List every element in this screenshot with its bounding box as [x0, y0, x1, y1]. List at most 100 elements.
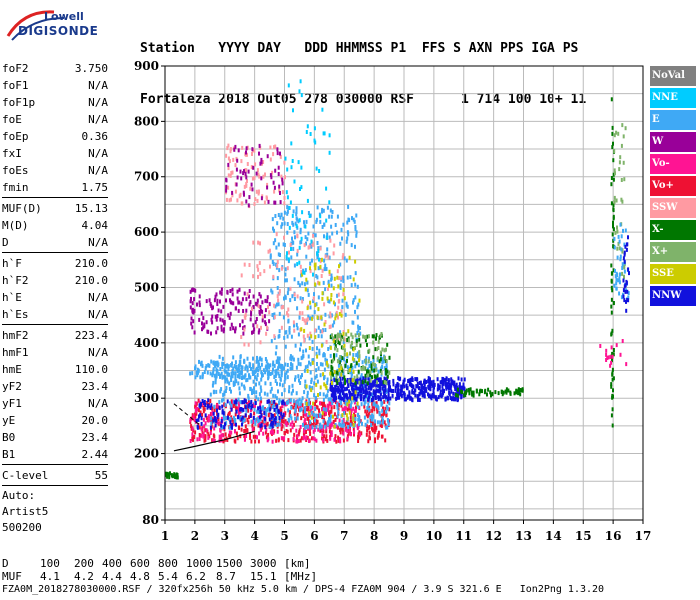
echo-point-ssw — [240, 273, 243, 278]
echo-point-e — [309, 316, 312, 321]
echo-point-e — [294, 221, 297, 226]
echo-point-vo- — [309, 422, 312, 427]
echo-point-x- — [505, 390, 508, 395]
echo-point-e — [253, 390, 255, 395]
distance-row-value: [km] — [284, 557, 311, 570]
echo-point-e — [253, 407, 256, 412]
echo-point-ssw — [303, 243, 306, 248]
echo-point-e — [299, 240, 302, 245]
echo-point-e — [212, 360, 215, 365]
echo-point-nnw — [403, 392, 406, 397]
echo-point-nnw — [406, 395, 409, 400]
echo-point-e — [208, 363, 211, 368]
echo-point-x- — [611, 351, 614, 356]
echo-point-nnw — [339, 384, 342, 389]
echo-point-e — [222, 414, 225, 419]
echo-point-vo- — [611, 354, 614, 359]
echo-point-nne — [298, 89, 301, 94]
echo-point-e — [307, 424, 310, 429]
echo-point-vo- — [367, 426, 370, 431]
echo-point-nnw — [339, 379, 342, 384]
echo-point-x- — [357, 369, 360, 374]
echo-point-e — [381, 360, 384, 365]
echo-point-vo- — [193, 418, 196, 422]
echo-point-e — [354, 227, 357, 232]
echo-point-nnw — [458, 385, 461, 390]
echo-point-nnw — [244, 413, 247, 418]
echo-point-e — [349, 403, 352, 408]
echo-point-e — [226, 379, 229, 384]
echo-point-x- — [617, 241, 620, 246]
echo-point-nnw — [332, 394, 335, 399]
echo-point-vo- — [366, 414, 369, 419]
echo-point-w — [229, 311, 232, 316]
echo-point-vo- — [189, 439, 192, 443]
echo-point-e — [314, 375, 317, 380]
echo-point-vo- — [315, 438, 318, 443]
echo-point-vo- — [202, 431, 205, 436]
echo-point-vo- — [237, 425, 240, 430]
echo-point-e — [300, 399, 303, 404]
echo-point-nnw — [439, 389, 442, 394]
echo-point-e — [239, 355, 242, 360]
echo-point-vo- — [305, 435, 308, 440]
echo-point-e — [289, 298, 292, 303]
echo-point-nnw — [435, 396, 438, 401]
echo-point-e — [214, 376, 217, 380]
echo-point-x- — [611, 271, 614, 276]
echo-point-w — [237, 148, 240, 153]
echo-point-vo- — [302, 435, 305, 440]
echo-point-ssw — [262, 174, 265, 179]
echo-point-e — [277, 362, 280, 367]
echo-point-ssw — [289, 242, 292, 247]
echo-point-e — [299, 342, 302, 347]
echo-point-nnw — [624, 244, 627, 249]
echo-point-e — [291, 294, 294, 299]
echo-point-e — [272, 360, 275, 365]
echo-point-e — [220, 371, 223, 376]
echo-point-x- — [612, 352, 615, 357]
echo-point-nnw — [389, 385, 391, 390]
echo-point-vo- — [299, 425, 302, 429]
echo-point-nnw — [359, 377, 362, 382]
echo-point-e — [344, 312, 347, 317]
echo-point-vo- — [192, 437, 194, 442]
echo-point-e — [279, 376, 282, 381]
echo-point-vo- — [368, 430, 371, 435]
echo-point-e — [356, 351, 359, 356]
echo-point-sse — [338, 367, 341, 372]
echo-point-e — [246, 356, 249, 361]
echo-point-nnw — [273, 417, 276, 422]
echo-point-e — [324, 312, 327, 317]
echo-point-nnw — [381, 386, 384, 391]
echo-point-w — [208, 298, 211, 303]
echo-point-e — [319, 219, 322, 224]
echo-point-x- — [338, 341, 341, 346]
echo-point-nnw — [462, 382, 465, 387]
echo-point-e — [278, 374, 281, 379]
param-name: foF1p — [2, 96, 36, 109]
echo-point-nnw — [454, 387, 457, 391]
echo-point-ssw — [283, 160, 286, 165]
echo-point-x- — [349, 364, 352, 369]
echo-point-vo- — [211, 410, 214, 415]
param-row: foEp 0.36 — [2, 128, 108, 145]
echo-point-e — [350, 283, 353, 288]
echo-point-vo- — [325, 434, 328, 439]
echo-point-x- — [383, 348, 386, 353]
echo-point-vo- — [202, 409, 205, 414]
echo-point-ssw — [264, 172, 266, 177]
echo-point-vo- — [364, 409, 367, 414]
echo-point-sse — [333, 424, 336, 429]
echo-point-w — [254, 320, 257, 325]
echo-point-vo- — [261, 419, 264, 424]
echo-point-e — [365, 355, 368, 360]
echo-point-vo- — [383, 399, 386, 404]
echo-point-nne — [284, 156, 287, 161]
echo-point-nne — [325, 218, 328, 223]
echo-point-w — [278, 184, 281, 189]
echo-point-vo- — [213, 408, 216, 413]
echo-point-e — [286, 363, 289, 367]
echo-point-vo- — [292, 422, 295, 427]
echo-point-w — [276, 147, 279, 152]
